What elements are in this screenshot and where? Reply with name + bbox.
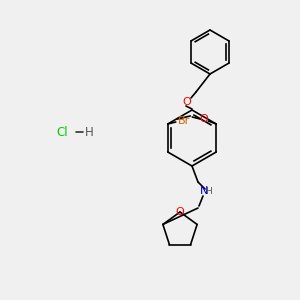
Text: N: N — [200, 186, 208, 196]
Text: H: H — [205, 188, 212, 196]
Text: Cl: Cl — [56, 125, 68, 139]
Text: O: O — [176, 207, 184, 217]
Text: O: O — [183, 97, 191, 107]
Text: Br: Br — [178, 116, 190, 126]
Text: O: O — [200, 114, 208, 124]
Text: H: H — [85, 125, 93, 139]
